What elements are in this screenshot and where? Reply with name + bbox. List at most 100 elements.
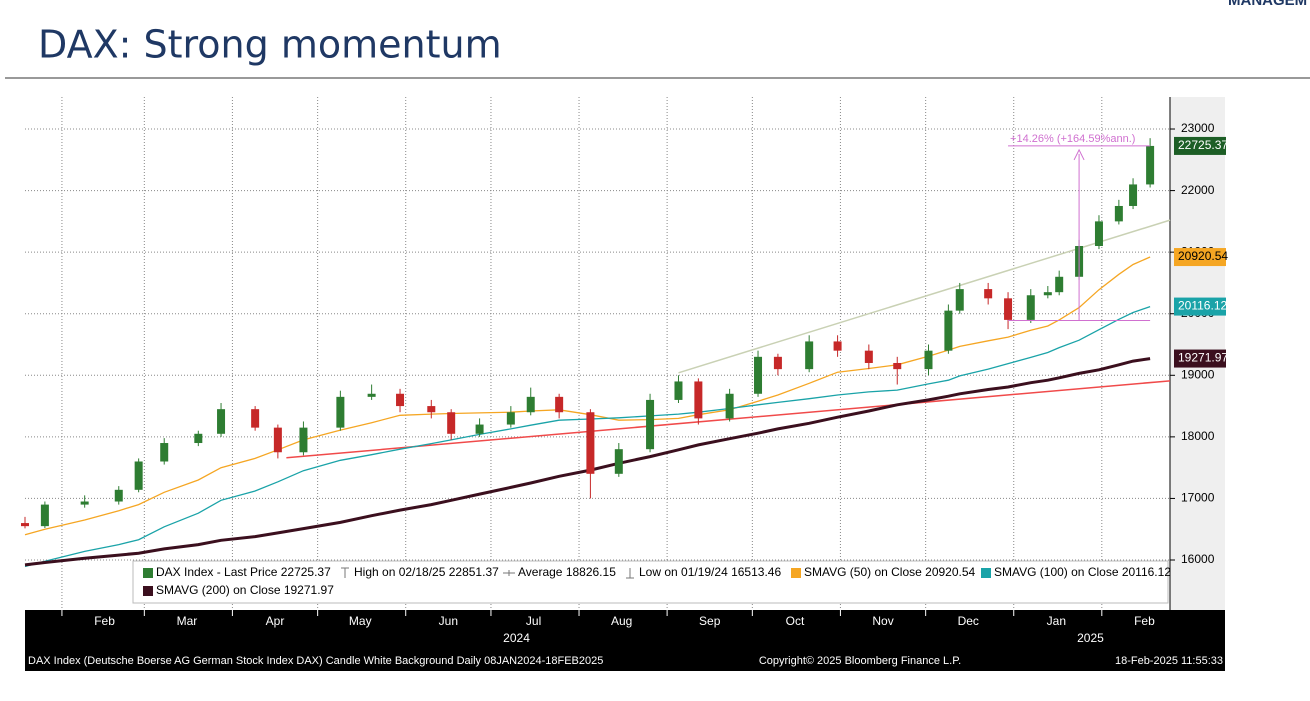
candle-body [833, 341, 842, 351]
candle-body [1114, 205, 1123, 222]
candle-body [506, 412, 515, 425]
x-tick-label: Dec [958, 614, 979, 628]
candle-body [80, 501, 89, 505]
legend-glyph [626, 568, 634, 579]
grid [25, 97, 1170, 610]
last-value-tag [1174, 248, 1226, 267]
legend-swatch [981, 568, 991, 578]
legend-label: SMAVG (100) on Close 20116.12 [994, 565, 1171, 579]
x-tick-label: Mar [177, 614, 198, 628]
candle-body [614, 449, 623, 474]
candle-body [864, 350, 873, 363]
candle-body [893, 362, 902, 370]
candle-body [773, 356, 782, 370]
legend-swatch [791, 568, 801, 578]
x-tick-label: Feb [94, 614, 115, 628]
footer-source: DAX Index (Deutsche Boerse AG German Sto… [28, 655, 603, 667]
y-tick-label: 23000 [1181, 121, 1215, 135]
candle-body [955, 289, 964, 311]
y-tick-label: 22000 [1181, 183, 1215, 197]
x-tick-label: Aug [611, 614, 632, 628]
candle-body [40, 504, 49, 527]
last-value-tag [1174, 349, 1226, 368]
candle-body [984, 289, 993, 299]
year-label: 2024 [503, 631, 530, 645]
last-value-label: 22725.37 [1178, 138, 1228, 152]
year-label: 2025 [1077, 631, 1104, 645]
x-tick-label: May [349, 614, 372, 628]
candle-body [646, 399, 655, 450]
candle-body [427, 406, 436, 413]
header-fragment: MANAGEM [1228, 0, 1307, 9]
candle-body [134, 461, 143, 490]
trendline [286, 380, 1171, 459]
candle-body [1129, 184, 1138, 206]
y-tick-label: 18000 [1181, 429, 1215, 443]
candle-body [273, 427, 282, 453]
y-tick-label: 17000 [1181, 491, 1215, 505]
candle-body [805, 341, 814, 370]
candle-body [21, 523, 29, 527]
measure-arrowhead [1073, 148, 1085, 161]
y-tick-label: 19000 [1181, 367, 1215, 381]
candle-body [160, 443, 169, 462]
measure-label: +14.26% (+164.59%ann.) [1010, 133, 1135, 145]
x-tick-label: Apr [266, 614, 285, 628]
x-tick-label: Nov [872, 614, 893, 628]
last-value-label: 20920.54 [1178, 249, 1228, 263]
legend-glyph [341, 567, 349, 578]
legend-label: High on 02/18/25 22851.37 [354, 565, 499, 579]
legend-label: SMAVG (50) on Close 20920.54 [804, 565, 976, 579]
candle-body [754, 356, 763, 394]
x-tick-label: Jun [439, 614, 458, 628]
sma-line [24, 357, 1151, 567]
slide-title: DAX: Strong momentum [38, 23, 502, 67]
candle-body [1004, 298, 1013, 320]
candle-body [367, 393, 376, 397]
last-value-tag [1174, 297, 1226, 316]
legend-box [132, 560, 1169, 604]
legend-glyph [503, 570, 515, 576]
legend-swatch [143, 586, 153, 596]
candle-body [194, 433, 203, 444]
candle-body [944, 310, 953, 351]
candle-body [1026, 295, 1035, 320]
candle-body [336, 396, 345, 428]
last-value-tag [1174, 136, 1226, 155]
trendline [678, 219, 1171, 374]
last-value-label: 19271.97 [1178, 351, 1228, 365]
candle-body [555, 396, 564, 413]
legend-swatch [143, 568, 153, 578]
candle-body [251, 409, 260, 428]
legend: DAX Index - Last Price 22725.37 High on 0… [143, 565, 1171, 597]
x-tick-label: Jul [526, 614, 541, 628]
candle-body [586, 412, 595, 474]
x-tick-label: Jan [1047, 614, 1066, 628]
candle-body [694, 381, 703, 419]
candle-body [725, 393, 734, 419]
candle-body [1055, 276, 1064, 293]
candle-body [217, 409, 226, 434]
footer-timestamp: 18-Feb-2025 11:55:33 [1115, 655, 1223, 667]
footer-copyright: Copyright© 2025 Bloomberg Finance L.P. [759, 655, 961, 667]
candle-body [526, 396, 535, 413]
plot-area [25, 97, 1170, 610]
candle-body [1043, 292, 1052, 296]
candle-body [1094, 221, 1103, 246]
candle-body [674, 381, 683, 400]
axes: 1600017000180001900020000210002200023000… [28, 121, 1228, 667]
candle-body [1146, 145, 1155, 185]
candle-body [396, 393, 405, 407]
candle-body [299, 427, 308, 453]
candle-body [114, 489, 123, 502]
legend-label: SMAVG (200) on Close 19271.97 [156, 583, 334, 597]
y-tick-label: 16000 [1181, 552, 1215, 566]
x-tick-label: Feb [1134, 614, 1155, 628]
marks: +14.26% (+164.59%ann.) [21, 133, 1171, 568]
last-value-label: 20116.12 [1178, 299, 1227, 313]
legend-label: DAX Index - Last Price 22725.37 [156, 565, 331, 579]
candle-body [447, 412, 456, 434]
legend-label: Average 18826.15 [518, 565, 616, 579]
